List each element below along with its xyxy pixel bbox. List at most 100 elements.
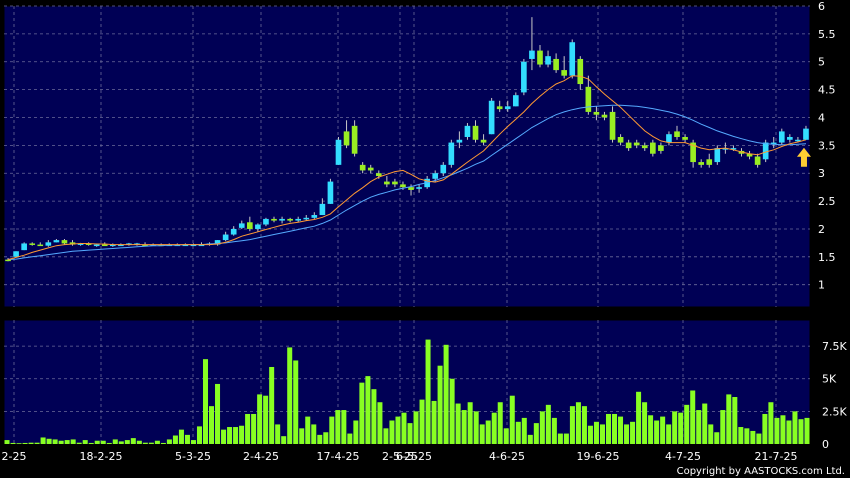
volume-bar <box>750 430 756 444</box>
candlestick <box>593 106 600 121</box>
volume-bar <box>581 406 587 444</box>
volume-bar <box>654 420 660 444</box>
volume-bar <box>521 417 527 444</box>
candlestick <box>577 56 584 90</box>
candlestick <box>658 142 664 154</box>
volume-bar <box>792 411 798 444</box>
volume-bar <box>539 411 545 444</box>
volume-bar <box>184 434 190 444</box>
date-tick-label: 21-7-25 <box>755 450 798 463</box>
volume-tick-label: 5K <box>822 373 837 386</box>
candlestick <box>69 240 76 246</box>
volume-bar <box>16 443 22 444</box>
candlestick <box>21 242 27 251</box>
volume-bar <box>341 410 347 444</box>
volume-bar <box>762 413 768 444</box>
ma-long-line <box>7 104 807 261</box>
candlestick <box>343 120 350 149</box>
volume-bar <box>744 428 750 444</box>
volume-bar <box>569 406 575 444</box>
price-tick-label: 2 <box>818 223 825 236</box>
candlestick <box>754 153 761 168</box>
volume-bar <box>100 440 106 444</box>
date-tick-label: 4-7-25 <box>665 450 701 463</box>
volume-bar <box>112 439 118 444</box>
price-tick-label: 3 <box>818 167 825 180</box>
price-panel-background <box>3 5 811 308</box>
volume-bar <box>263 395 269 444</box>
candlestick <box>625 139 632 151</box>
candlestick <box>230 226 237 236</box>
volume-bar <box>491 412 497 444</box>
volume-bar <box>335 410 341 444</box>
volume-bar <box>311 424 317 444</box>
candlestick <box>440 162 447 177</box>
volume-bar <box>449 378 455 444</box>
volume-bar <box>702 403 708 444</box>
volume-bar <box>593 421 599 444</box>
price-tick-label: 1 <box>818 279 825 292</box>
volume-bar <box>40 437 46 444</box>
price-tick-label: 5.5 <box>818 28 836 41</box>
volume-bar <box>401 412 407 444</box>
volume-tick-label: 0 <box>822 438 829 451</box>
volume-bar <box>443 344 449 444</box>
volume-bar <box>269 366 275 444</box>
price-tick-label: 6 <box>818 0 825 13</box>
volume-bar <box>636 391 642 444</box>
candlestick <box>529 17 535 71</box>
volume-bar <box>166 439 172 444</box>
volume-bar <box>605 413 612 444</box>
volume-bar <box>642 402 648 444</box>
volume-bar <box>202 359 209 444</box>
annotation-layer <box>796 147 811 167</box>
price-tick-label: 5 <box>818 56 825 69</box>
volume-bar <box>696 410 702 444</box>
volume-bar <box>281 436 287 444</box>
candlestick <box>448 139 455 168</box>
volume-bar <box>377 402 383 444</box>
candlestick <box>770 136 777 149</box>
volume-bars <box>4 339 810 444</box>
price-grid <box>4 5 810 307</box>
volume-bar <box>798 419 804 444</box>
volume-bar <box>437 365 443 444</box>
date-axis: 2-25 18-2-25 5-3-25 2-4-25 17-4-25 2-5-256-5-… <box>2 450 798 463</box>
volume-bar <box>708 424 714 444</box>
volume-bar <box>690 390 696 444</box>
volume-bar <box>557 433 563 444</box>
volume-bar <box>317 434 323 444</box>
volume-tick-label: 2.5K <box>822 405 847 418</box>
volume-grid <box>4 320 810 444</box>
volume-bar <box>485 420 491 444</box>
volume-tick-label: 7.5K <box>822 340 847 353</box>
date-tick-label: 2-5-25 <box>382 450 418 463</box>
volume-bar <box>587 425 593 444</box>
volume-bar <box>413 411 419 444</box>
volume-bar <box>142 442 148 444</box>
volume-bar <box>467 402 473 444</box>
volume-bar <box>160 442 166 444</box>
volume-bar <box>575 402 581 444</box>
candlestick <box>674 125 680 140</box>
candlestick <box>295 216 302 223</box>
date-tick-label: 19-6-25 <box>577 450 620 463</box>
volume-bar <box>660 416 666 444</box>
volume-bar <box>221 429 227 444</box>
up-arrow-icon <box>796 147 811 167</box>
volume-bar <box>389 420 395 444</box>
date-tick-label: 18-2-25 <box>80 450 123 463</box>
volume-bar <box>371 389 377 444</box>
volume-bar <box>94 440 100 444</box>
candlestick <box>85 242 92 246</box>
volume-bar <box>599 424 605 444</box>
volume-bar <box>76 442 82 444</box>
candlestick <box>45 240 52 247</box>
candlestick <box>617 134 624 146</box>
candlestick <box>746 150 753 160</box>
price-tick-label: 4 <box>818 111 825 124</box>
candlestick <box>29 242 36 246</box>
volume-bar <box>431 400 437 444</box>
volume-bar <box>780 415 786 444</box>
